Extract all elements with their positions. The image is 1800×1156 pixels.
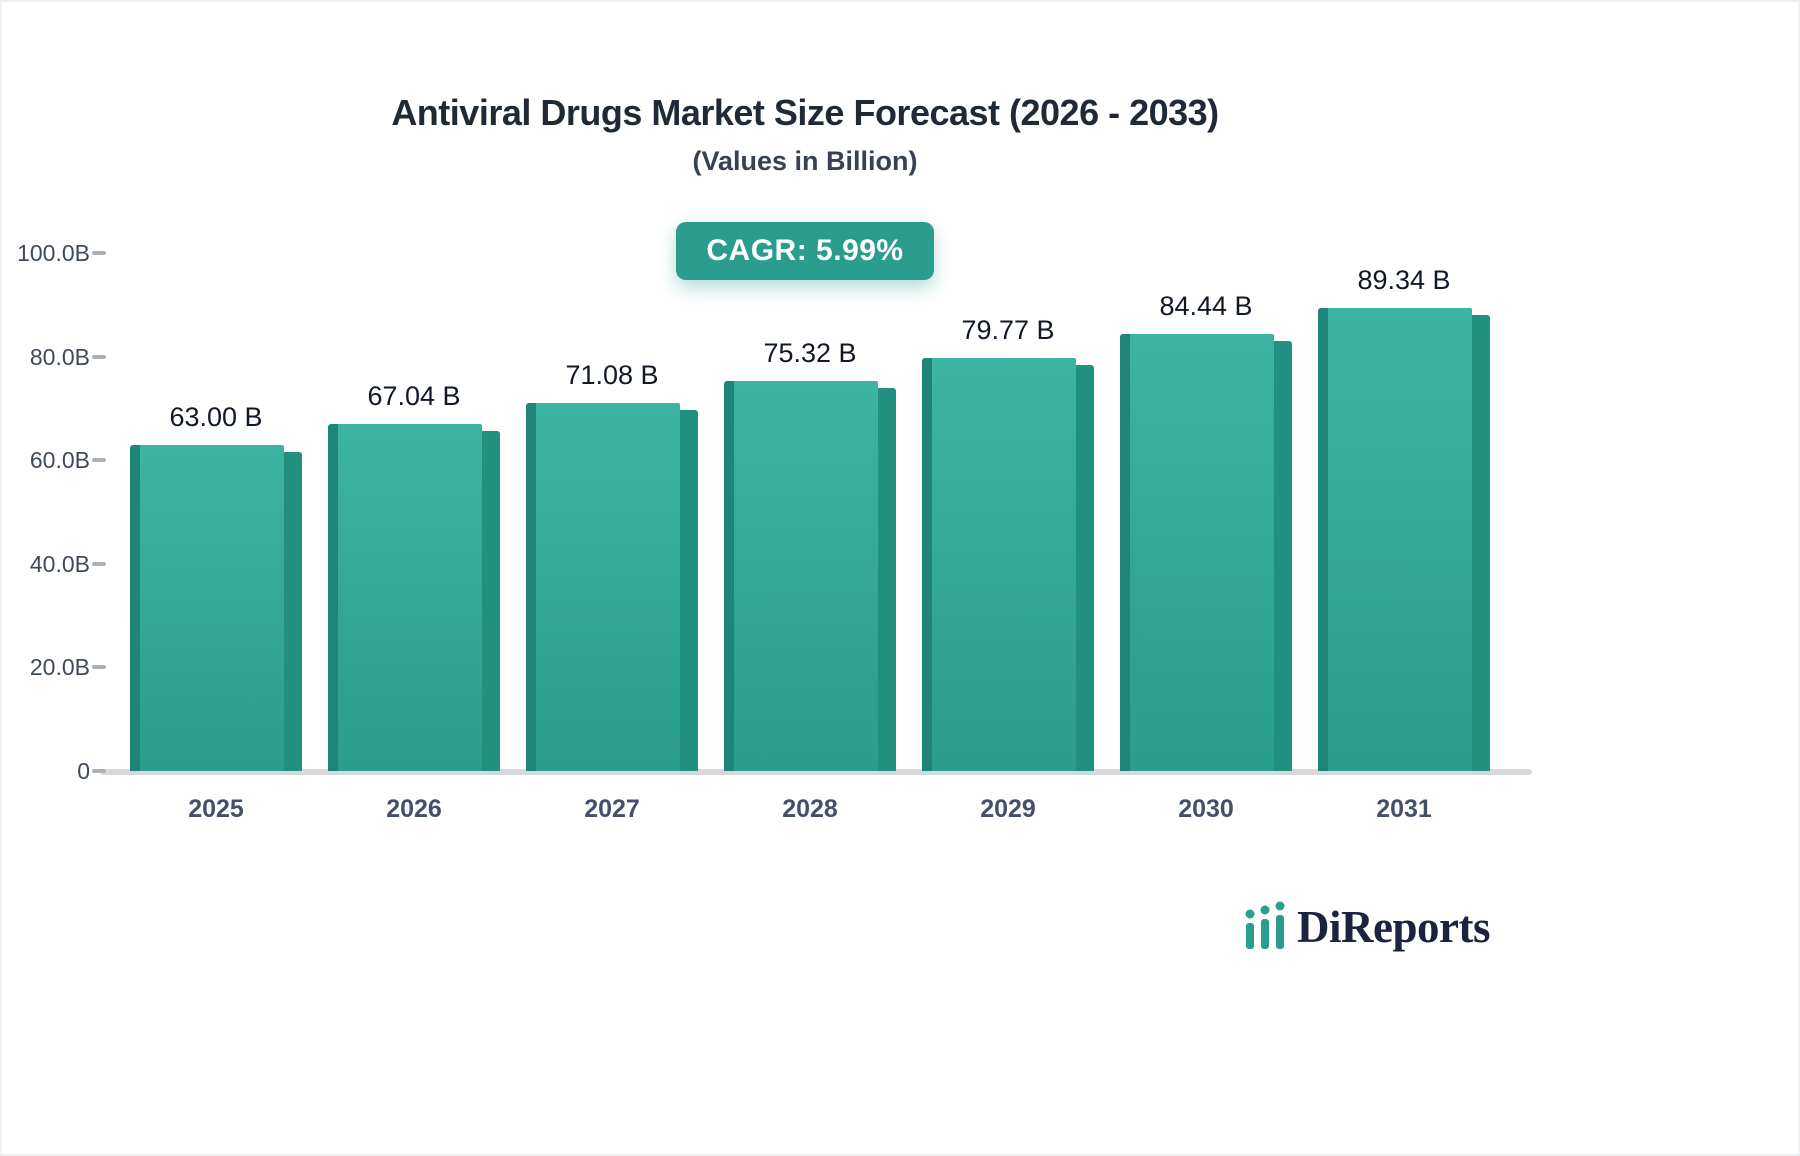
bar-2028: 75.32 B xyxy=(724,338,896,771)
y-axis-tick-mark xyxy=(92,251,106,255)
y-axis-tick-label: 100.0B xyxy=(17,240,90,266)
bar-face xyxy=(338,423,482,771)
y-axis-tick-label: 0 xyxy=(77,758,90,784)
x-axis-baseline xyxy=(100,769,1532,775)
bar-2026: 67.04 B xyxy=(328,381,500,771)
bar-left-shade xyxy=(922,357,932,771)
y-axis-tick-mark xyxy=(92,561,106,566)
x-axis-category-label: 2025 xyxy=(188,795,244,823)
bar-face xyxy=(932,357,1076,771)
bar-left-shade xyxy=(724,380,734,771)
cagr-badge-wrap: CAGR: 5.99% xyxy=(0,222,1610,280)
bar-right-side-3d xyxy=(482,430,500,771)
logo-text: DiReports xyxy=(1297,902,1490,952)
x-axis-category-label: 2026 xyxy=(386,795,442,823)
x-axis-category-label: 2027 xyxy=(584,795,640,823)
y-axis-tick-label: 20.0B xyxy=(29,654,90,681)
y-axis: 100.0B 80.0B 60.0B 40.0B 20.0B 0 xyxy=(0,240,90,784)
bar-face xyxy=(734,380,878,771)
x-axis-category-label: 2029 xyxy=(980,795,1036,823)
bar-value-label: 84.44 B xyxy=(1159,290,1253,321)
x-axis-category-label: 2030 xyxy=(1178,795,1234,823)
chart-title: Antiviral Drugs Market Size Forecast (20… xyxy=(391,92,1219,133)
plot-area: 63.00 B 67.04 B 71.08 B 75.32 B 79.77 B 84.44… xyxy=(92,251,1532,775)
bar-2029: 79.77 B xyxy=(922,315,1094,771)
bar-value-label: 75.32 B xyxy=(763,337,857,368)
bar-right-side-3d xyxy=(878,387,896,771)
bar-face xyxy=(140,444,284,771)
y-axis-tick-label: 80.0B xyxy=(29,343,90,370)
chart-subtitle: (Values in Billion) xyxy=(692,146,918,176)
cagr-badge: CAGR: 5.99% xyxy=(676,222,934,280)
bar-face xyxy=(1130,333,1274,771)
bar-2030: 84.44 B xyxy=(1120,291,1292,771)
bar-value-label: 71.08 B xyxy=(565,359,659,390)
bar-left-shade xyxy=(328,423,338,771)
y-axis-tick-mark xyxy=(92,458,106,463)
y-axis-tick-label: 60.0B xyxy=(29,447,90,474)
bar-value-label: 67.04 B xyxy=(367,380,461,411)
bar-value-label: 89.34 B xyxy=(1357,265,1451,296)
y-axis-tick-mark xyxy=(92,665,106,670)
bar-right-side-3d xyxy=(284,451,302,771)
bar-left-shade xyxy=(1318,308,1328,771)
bar-face xyxy=(1328,308,1472,771)
bar-face xyxy=(536,402,680,771)
logo-bars-icon xyxy=(1245,901,1285,949)
x-axis-category-label: 2031 xyxy=(1376,795,1432,823)
bar-right-side-3d xyxy=(1472,315,1490,771)
bar-right-side-3d xyxy=(1274,340,1292,771)
bar-left-shade xyxy=(130,444,140,771)
bar-2027: 71.08 B xyxy=(526,360,698,771)
y-axis-tick-label: 40.0B xyxy=(29,550,90,577)
x-axis: 2025 2026 2027 2028 2029 2030 2031 xyxy=(110,795,1520,835)
bar-right-side-3d xyxy=(680,409,698,771)
bar-left-shade xyxy=(526,402,536,771)
bar-2031: 89.34 B xyxy=(1318,265,1490,771)
bar-value-label: 63.00 B xyxy=(169,401,263,432)
bar-2025: 63.00 B xyxy=(130,402,302,771)
bar-left-shade xyxy=(1120,333,1130,771)
x-axis-category-label: 2028 xyxy=(782,795,838,823)
bar-value-label: 79.77 B xyxy=(961,314,1055,345)
y-axis-tick-mark xyxy=(92,354,106,359)
direports-logo: DiReports xyxy=(1243,896,1490,958)
bar-right-side-3d xyxy=(1076,364,1094,771)
y-axis-tick-mark xyxy=(92,769,106,773)
